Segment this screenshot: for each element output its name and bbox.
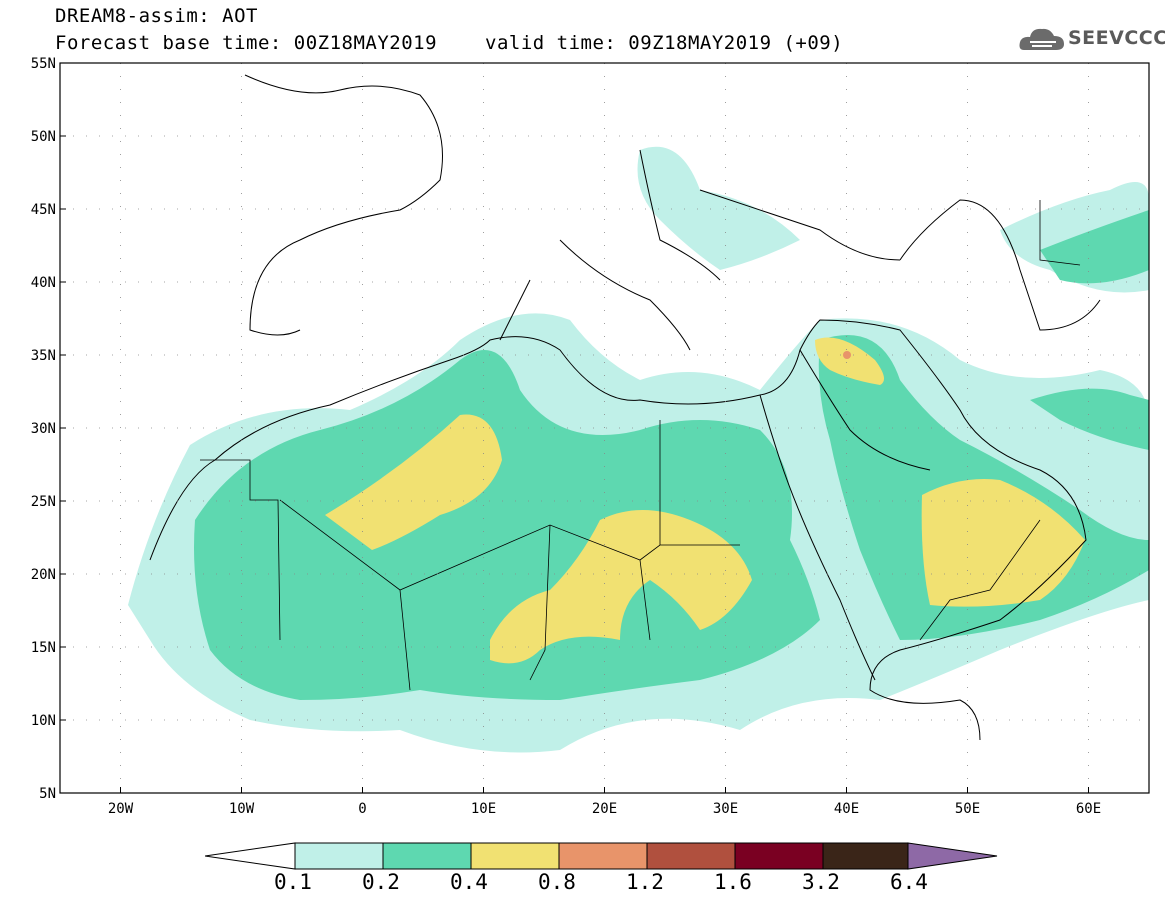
latitude-label: 20N: [31, 567, 56, 583]
latitude-label: 5N: [39, 786, 56, 802]
colorbar-swatch-5: [646, 842, 736, 870]
map-title: DREAM8-assim: AOT: [55, 5, 258, 27]
colorbar-label: 6.4: [890, 870, 928, 894]
colorbar-swatch-1: [294, 842, 384, 870]
colorbar-label: 0.4: [450, 870, 488, 894]
aot-band-0-2: [194, 350, 820, 700]
country-borders: [200, 200, 1081, 691]
aot-band-0-2-iran: [1030, 388, 1149, 450]
longitude-label: 30E: [713, 801, 738, 817]
colorbar-label: 0.1: [274, 870, 312, 894]
colorbar-label: 1.6: [714, 870, 752, 894]
aot-band-0-2-central-asia: [1040, 210, 1149, 284]
aot-band-1-2-spot: [843, 351, 851, 359]
latitude-labels: 55N 50N 45N 40N 35N 30N 25N 20N 15N 10N 5N: [31, 56, 56, 802]
longitude-label: 40E: [834, 801, 859, 817]
forecast-base-time: Forecast base time: 00Z18MAY2019: [55, 32, 438, 54]
aot-band-0-4-iraq: [815, 337, 884, 385]
longitude-label: 0: [358, 801, 366, 817]
colorbar-label: 1.2: [626, 870, 664, 894]
lat-lon-grid: [60, 62, 1149, 794]
colorbar-swatch-2: [382, 842, 472, 870]
colorbar-swatch-6: [734, 842, 824, 870]
colorbar-high-arrow: [907, 842, 998, 870]
aot-band-0-4-sahara-east: [490, 510, 752, 664]
colorbar-label: 0.2: [362, 870, 400, 894]
colorbar-swatch-3: [470, 842, 560, 870]
coastlines: [149, 74, 1101, 741]
aot-band-0-4-sahara-west: [325, 414, 502, 550]
longitude-label: 60E: [1076, 801, 1101, 817]
latitude-label: 40N: [31, 275, 56, 291]
aot-colorbar: [205, 842, 998, 870]
longitude-labels: 20W 10W 0 10E 20E 30E 40E 50E 60E: [108, 801, 1101, 817]
longitude-label: 20E: [592, 801, 617, 817]
longitude-label: 10W: [229, 801, 255, 817]
longitude-label: 10E: [471, 801, 496, 817]
axis-ticks: [60, 62, 1089, 794]
colorbar-label: 3.2: [802, 870, 840, 894]
colorbar-swatch-4: [558, 842, 648, 870]
colorbar-swatch-7: [822, 842, 909, 870]
longitude-label: 50E: [955, 801, 980, 817]
latitude-label: 45N: [31, 202, 56, 218]
latitude-label: 50N: [31, 129, 56, 145]
latitude-label: 15N: [31, 640, 56, 656]
longitude-label: 20W: [108, 801, 134, 817]
latitude-label: 10N: [31, 713, 56, 729]
valid-time: valid time: 09Z18MAY2019 (+09): [485, 32, 844, 54]
latitude-label: 35N: [31, 348, 56, 364]
aot-band-0-1-europe: [637, 146, 800, 270]
latitude-label: 25N: [31, 494, 56, 510]
aot-band-0-4-arabia: [921, 479, 1085, 607]
colorbar-label: 0.8: [538, 870, 576, 894]
seevccc-logo-icon: [1019, 28, 1064, 50]
latitude-label: 30N: [31, 421, 56, 437]
colorbar-low-arrow: [205, 842, 296, 870]
latitude-label: 55N: [31, 56, 56, 72]
logo-text: SEEVCCC: [1068, 27, 1165, 49]
aot-fields: [128, 146, 1149, 753]
